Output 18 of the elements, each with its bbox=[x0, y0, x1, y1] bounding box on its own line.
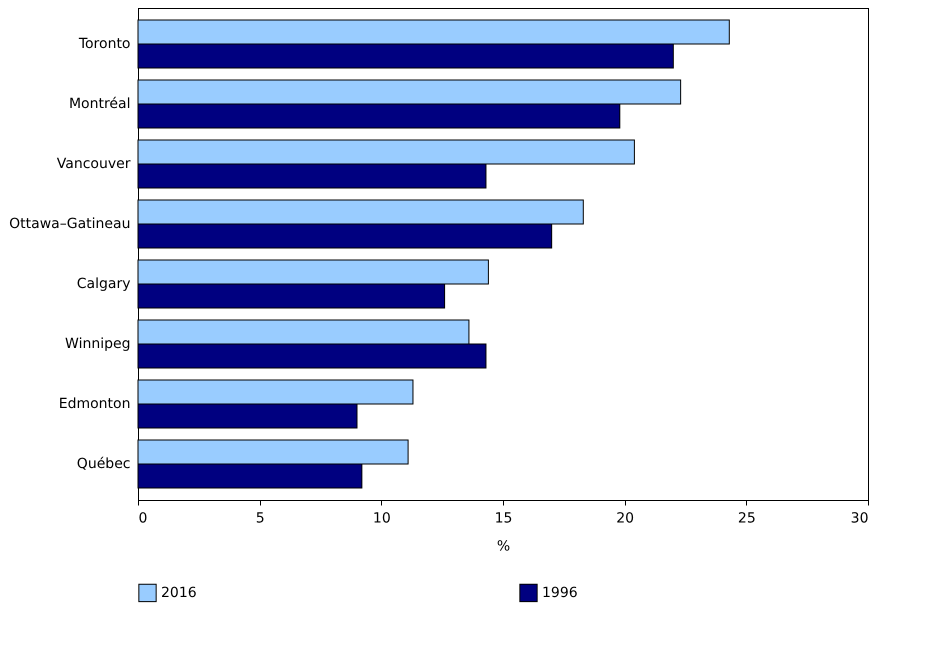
legend-label: 1996 bbox=[542, 584, 578, 601]
legend-label: 2016 bbox=[161, 584, 197, 601]
x-tick-label: 10 bbox=[372, 510, 391, 526]
y-tick-label: Ottawa–Gatineau bbox=[9, 216, 130, 232]
y-tick-label: Montréal bbox=[68, 96, 130, 112]
x-tick-label: 25 bbox=[738, 510, 756, 526]
x-tick-label: 0 bbox=[138, 510, 148, 526]
x-axis-title: % bbox=[496, 538, 510, 554]
y-tick-label: Vancouver bbox=[56, 156, 131, 172]
y-tick-label: Winnipeg bbox=[65, 336, 130, 352]
x-tick-label: 5 bbox=[256, 510, 265, 526]
y-tick-label: Québec bbox=[76, 456, 130, 472]
y-tick-label: Toronto bbox=[78, 36, 130, 52]
y-tick-label: Calgary bbox=[76, 276, 130, 292]
x-tick-label: 30 bbox=[850, 510, 868, 526]
x-tick-label: 15 bbox=[494, 510, 512, 526]
x-tick-label: 20 bbox=[616, 510, 634, 526]
y-tick-label: Edmonton bbox=[58, 396, 130, 412]
